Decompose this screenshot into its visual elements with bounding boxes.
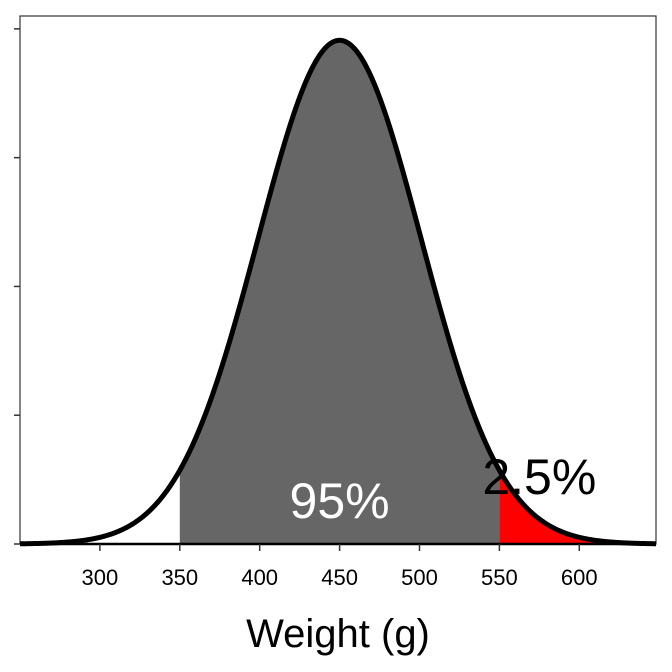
x-tick-label: 350	[161, 565, 198, 590]
tail-percent-label: 2.5%	[482, 449, 596, 505]
center-95-region	[179, 40, 500, 545]
x-axis: 300 350 400 450 500 550 600	[82, 544, 598, 590]
x-tick-label: 600	[561, 565, 598, 590]
y-axis	[14, 28, 20, 545]
center-percent-label: 95%	[290, 473, 390, 529]
x-tick-label: 500	[401, 565, 438, 590]
x-tick-label: 550	[481, 565, 518, 590]
plot-area	[18, 15, 658, 547]
x-tick-label: 450	[321, 565, 358, 590]
density-curve	[18, 37, 658, 547]
x-axis-title: Weight (g)	[246, 612, 430, 656]
x-tick-label: 300	[82, 565, 119, 590]
upper-tail-region	[499, 470, 656, 544]
x-tick-label: 400	[241, 565, 278, 590]
